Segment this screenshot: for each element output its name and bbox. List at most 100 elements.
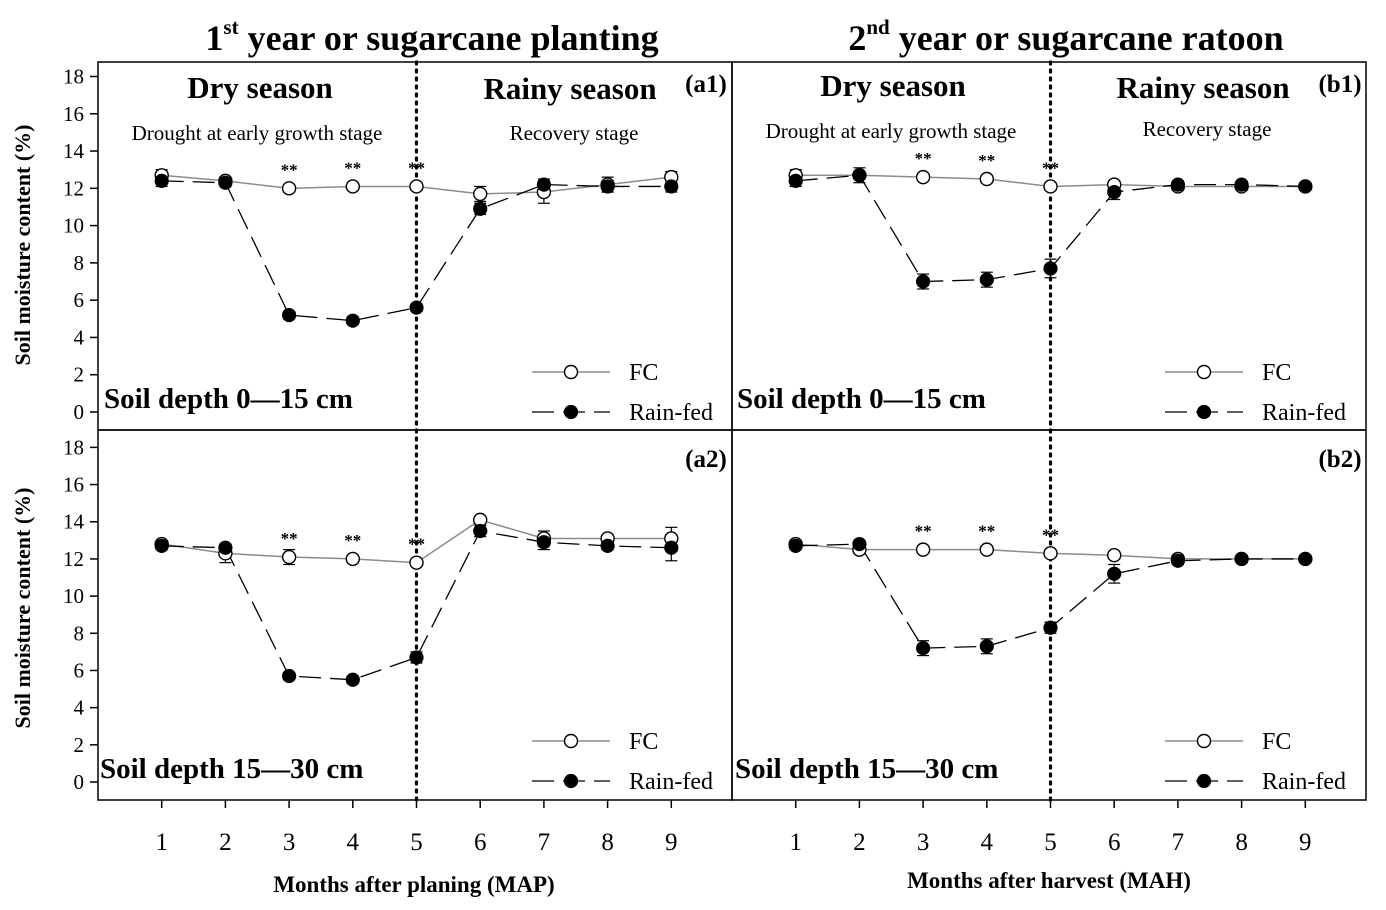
y-tick-label: 0 [74,400,85,424]
rainfed-point [1043,261,1058,276]
rainfed-point [409,650,424,665]
legend-rainfed-label: Rain-fed [1262,769,1346,795]
legend-fc-marker [1196,733,1212,749]
fc-point [281,549,297,565]
x-tick-label: 4 [981,829,994,856]
right-title-rest: year or sugarcane ratoon [890,18,1284,58]
y-tick-label: 6 [74,658,85,682]
dry-sub-label-right: Drought at early growth stage [766,119,1017,143]
left-title-ordinal: 1 [205,18,223,58]
significance-label: ** [1042,525,1059,544]
y-tick-label: 2 [74,363,85,387]
x-tick-label: 3 [283,829,296,856]
dry-sub-label-left: Drought at early growth stage [132,121,383,145]
panel-label: (a2) [685,446,727,473]
significance-label: ** [978,522,995,541]
legend-rainfed-marker [1196,773,1212,789]
y-tick-label: 18 [63,64,84,88]
rainfed-point [788,173,803,188]
rainfed-point [915,641,931,656]
rainfed-series-line [161,530,672,681]
y-tick-label: 16 [63,473,84,497]
y-tick-label: 8 [74,621,85,645]
x-tick-label: 2 [853,829,866,856]
y-tick-label: 6 [74,288,85,312]
x-tick-label: 4 [347,829,360,856]
rainfed-point [218,540,233,555]
significance-label: ** [281,160,298,179]
x-tick-label: 7 [538,829,551,856]
rainfed-point [1298,179,1313,194]
x-tick-label: 9 [1299,829,1312,856]
y-tick-label: 8 [74,251,85,275]
rainfed-point [915,274,931,289]
depth-label: Soil depth 15—30 cm [100,753,363,785]
rainy-sub-label-right: Recovery stage [1143,117,1272,141]
right-title: 2nd year or sugarcane ratoon [848,15,1283,58]
rainfed-point [1170,553,1186,568]
fc-point [979,171,994,187]
fc-point [409,179,424,194]
rainfed-point [1234,177,1249,192]
y-tick-label: 12 [63,547,84,571]
y-tick-label: 14 [63,510,85,534]
fc-point [915,169,931,185]
legend-fc-marker [563,364,579,380]
rainfed-point [282,307,297,323]
y-tick-label: 12 [63,176,84,200]
significance-label: ** [978,151,995,170]
x-tick-label: 5 [1044,829,1057,856]
x-tick-label: 2 [219,829,232,856]
rainfed-point [788,538,803,554]
fc-point [345,179,360,194]
rainfed-point [218,175,233,190]
legend-rainfed-label: Rain-fed [1262,400,1346,426]
rainfed-point [852,536,867,552]
rainfed-point [473,201,488,216]
rainfed-point [154,538,169,554]
rainfed-point [154,173,169,188]
rainfed-point [600,538,615,554]
rainfed-point [536,535,552,550]
fc-point [409,555,424,570]
legend-rainfed-label: Rain-fed [629,769,713,795]
panel-label: (b1) [1318,71,1361,98]
legend-rainfed-marker [563,404,579,420]
rainfed-point [979,639,994,654]
x-axis-label-right: Months after harvest (MAH) [907,868,1191,893]
left-title: 1st year or sugarcane planting [205,15,658,58]
significance-label: ** [281,529,298,548]
significance-label: ** [408,158,425,177]
rainy-season-label-left: Rainy season [483,71,656,106]
y-axis-label-top: Soil moisture content (%) [10,125,35,366]
rainfed-point [664,179,679,194]
legend-fc-label: FC [629,729,658,755]
significance-label: ** [1042,158,1059,177]
x-tick-label: 7 [1172,829,1185,856]
rainfed-point [664,540,679,555]
panel-label: (a1) [685,71,727,98]
x-tick-label: 6 [1108,829,1121,856]
x-tick-label: 3 [917,829,930,856]
x-tick-label: 1 [789,829,802,856]
rainy-season-label-right: Rainy season [1116,70,1289,105]
fc-point [473,186,488,202]
panel-b1: ** ** ** (b1) Soil depth 0—15 cm FC Rain-fed [731,60,1367,432]
significance-label: ** [408,535,425,554]
dry-season-label-left: Dry season [187,70,333,105]
rainfed-series-line [161,180,672,322]
rainfed-point [979,272,994,287]
depth-label: Soil depth 0—15 cm [104,383,353,415]
x-tick-label: 8 [601,829,614,856]
y-tick-label: 4 [74,325,85,349]
x-tick-label: 8 [1235,829,1248,856]
y-tick-label: 2 [74,733,85,757]
rainfed-point [473,523,488,539]
rainfed-point [1234,551,1249,567]
significance-label: ** [915,522,932,541]
right-title-ordinal: 2 [848,18,866,58]
right-title-sup: nd [866,15,890,39]
